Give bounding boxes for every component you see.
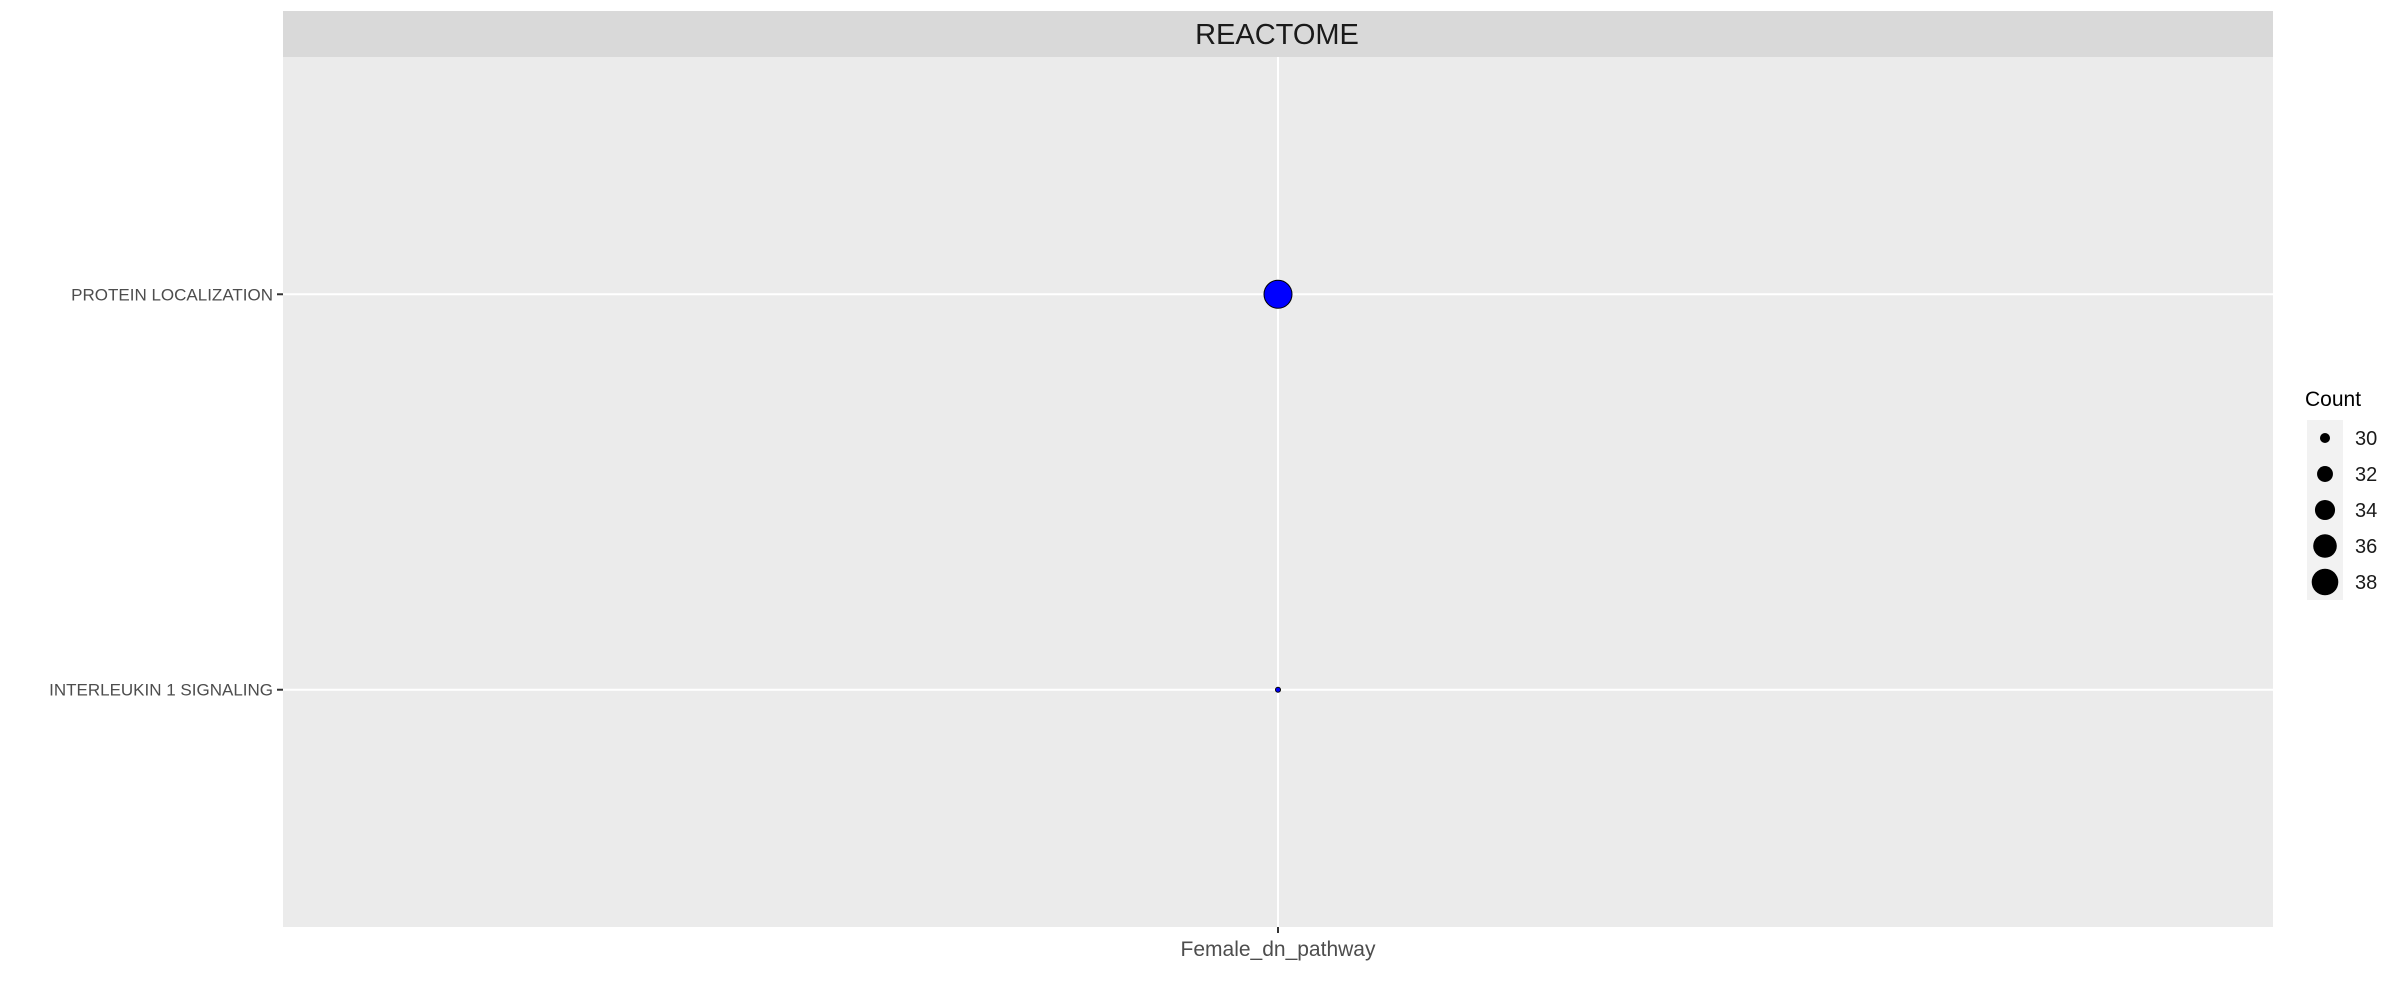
- legend-key: [2317, 466, 2333, 482]
- y-tick-label: INTERLEUKIN 1 SIGNALING: [49, 681, 273, 700]
- legend-label: 36: [2355, 536, 2377, 558]
- legend-label: 32: [2355, 464, 2377, 486]
- legend-title: Count: [2305, 388, 2361, 411]
- legend-key: [2313, 534, 2337, 558]
- x-tick-label: Female_dn_pathway: [1181, 938, 1376, 961]
- facet-strip: [283, 11, 2273, 57]
- legend: Count 30 32 34 36 38: [2305, 388, 2377, 600]
- axes: INTERLEUKIN 1 SIGNALING PROTEIN LOCALIZAT…: [49, 285, 1376, 961]
- y-tick-label: PROTEIN LOCALIZATION: [71, 285, 273, 304]
- legend-key: [2314, 499, 2336, 521]
- data-point: [1275, 686, 1281, 693]
- legend-label: 38: [2355, 572, 2377, 594]
- legend-key: [2311, 568, 2339, 596]
- legend-label: 30: [2355, 428, 2377, 450]
- facet-label: REACTOME: [1195, 19, 1359, 51]
- legend-label: 34: [2355, 500, 2377, 522]
- legend-key: [2319, 432, 2331, 444]
- data-point: [1263, 279, 1293, 309]
- data-points: [1263, 279, 1293, 693]
